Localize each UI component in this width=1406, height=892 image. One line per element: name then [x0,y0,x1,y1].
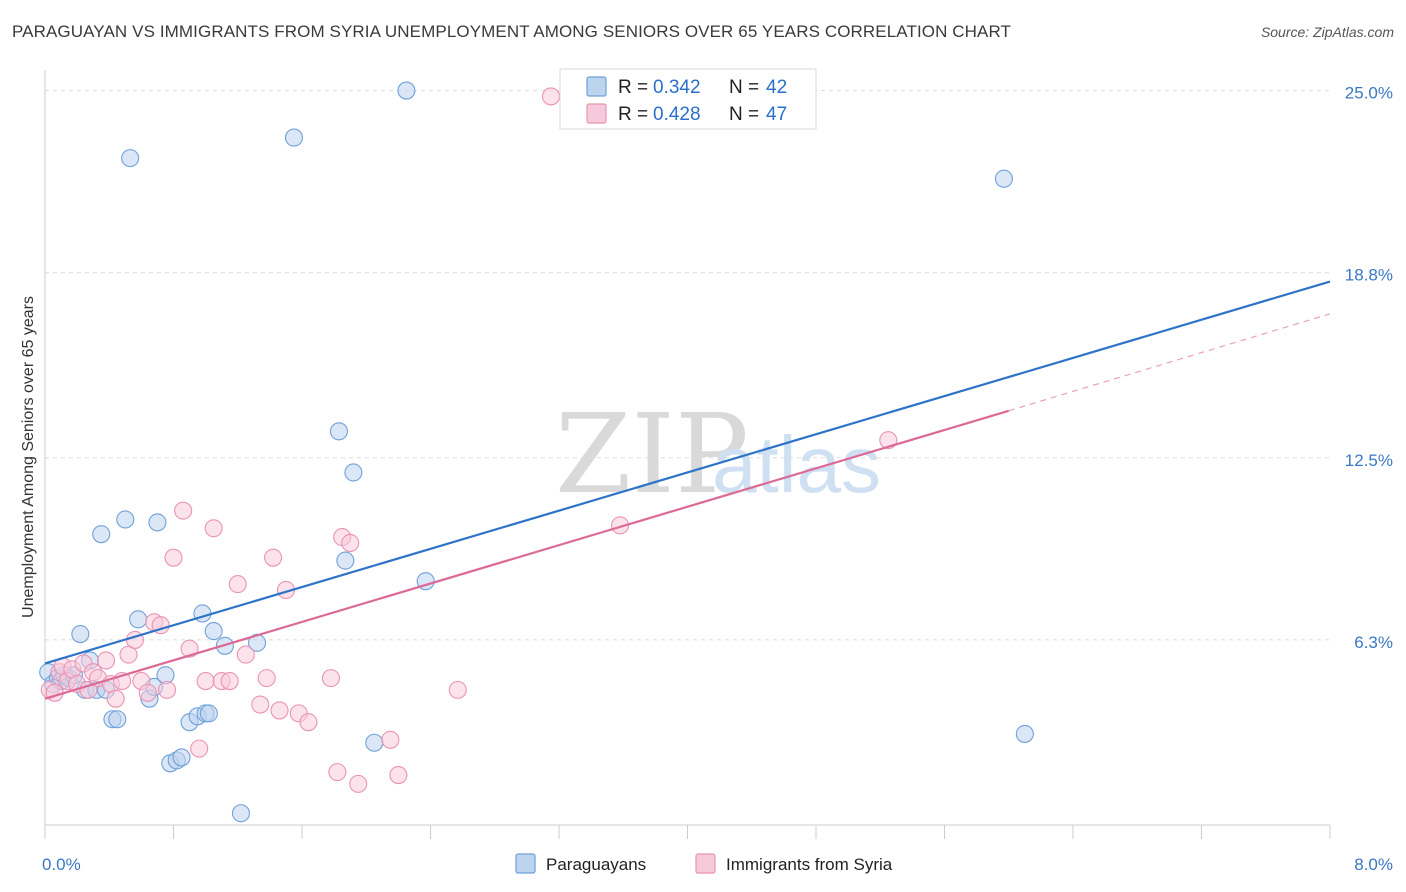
point-paraguayans [336,551,355,570]
point-syria [448,680,467,699]
point-syria [138,683,157,702]
point-syria [349,774,368,793]
tick-labels: 6.3% 12.5% 18.8% 25.0% 0.0% 8.0% [42,84,1393,874]
y-tick-label: 18.8% [1345,266,1393,285]
point-paraguayans [108,710,127,729]
stats-legend-swatch-syria [586,103,607,124]
y-axis-label: Unemployment Among Seniors over 65 years [20,296,37,618]
point-paraguayans [199,704,218,723]
point-syria [228,575,247,594]
stats-r-label-paraguayans: R = [618,77,648,98]
point-paraguayans [231,804,251,823]
stats-legend-swatch-paraguayans [586,76,607,97]
gridlines [45,90,1330,641]
point-paraguayans [994,169,1013,188]
point-syria [204,519,223,538]
point-syria [341,533,360,553]
point-syria [541,87,561,106]
stats-r-value-paraguayans: 0.342 [653,77,701,98]
legend-swatch-paraguayans [515,853,536,874]
stats-legend: R = 0.342 N = 42 R = 0.428 N = 47 [559,68,817,130]
point-syria [321,669,340,688]
trend-line-syria [44,409,1010,700]
point-paraguayans [121,149,140,168]
stats-r-value-syria: 0.428 [653,104,701,125]
stats-n-value-syria: 47 [766,104,787,125]
point-paraguayans [1015,724,1034,743]
point-paraguayans [71,624,90,644]
point-paraguayans [397,81,416,100]
legend-label-syria: Immigrants from Syria [726,855,893,874]
point-syria [270,701,289,720]
point-syria [257,669,276,688]
point-syria [164,548,183,567]
point-paraguayans [172,748,191,767]
point-syria [389,766,408,785]
point-syria [299,713,318,732]
trend-lines [44,280,1331,700]
chart-source: Source: ZipAtlas.com [1260,24,1394,40]
point-paraguayans [329,422,348,441]
trend-line-syria-extension [1008,313,1331,412]
point-syria [190,739,209,758]
series-legend: Paraguayans Immigrants from Syria [515,853,893,874]
point-paraguayans [92,525,111,544]
point-paraguayans [148,513,167,532]
y-tick-label: 25.0% [1345,84,1393,103]
point-syria [264,548,283,567]
point-paraguayans [284,128,304,147]
point-syria [220,672,239,691]
point-syria [106,689,125,708]
stats-r-label-syria: R = [618,104,648,125]
stats-n-label-syria: N = [729,104,759,125]
y-tick-label: 6.3% [1354,633,1393,652]
watermark-zip: ZIP [555,390,749,518]
stats-n-value-paraguayans: 42 [766,77,787,98]
legend-label-paraguayans: Paraguayans [546,855,646,874]
watermark-atlas: atlas [712,420,881,509]
x-tick-label: 8.0% [1354,855,1393,874]
point-syria [79,680,98,699]
point-paraguayans [116,510,135,529]
data-points [39,81,1034,823]
stats-n-label-paraguayans: N = [729,77,759,98]
point-syria [96,651,116,670]
point-syria [236,645,255,664]
trend-line-paraguayans [44,280,1331,665]
x-tick-label: 0.0% [42,855,81,874]
point-syria [328,763,347,782]
point-syria [158,680,177,699]
point-syria [174,501,193,520]
point-paraguayans [365,733,384,752]
point-paraguayans [204,622,223,641]
legend-swatch-syria [695,853,716,874]
y-tick-label: 12.5% [1345,451,1393,470]
chart-title: PARAGUAYAN VS IMMIGRANTS FROM SYRIA UNEM… [12,22,1012,41]
point-syria [251,695,270,714]
point-paraguayans [129,610,148,629]
axes [44,70,1331,839]
point-paraguayans [344,463,363,482]
point-syria [180,639,199,658]
point-syria [196,672,215,691]
point-syria [381,730,400,749]
